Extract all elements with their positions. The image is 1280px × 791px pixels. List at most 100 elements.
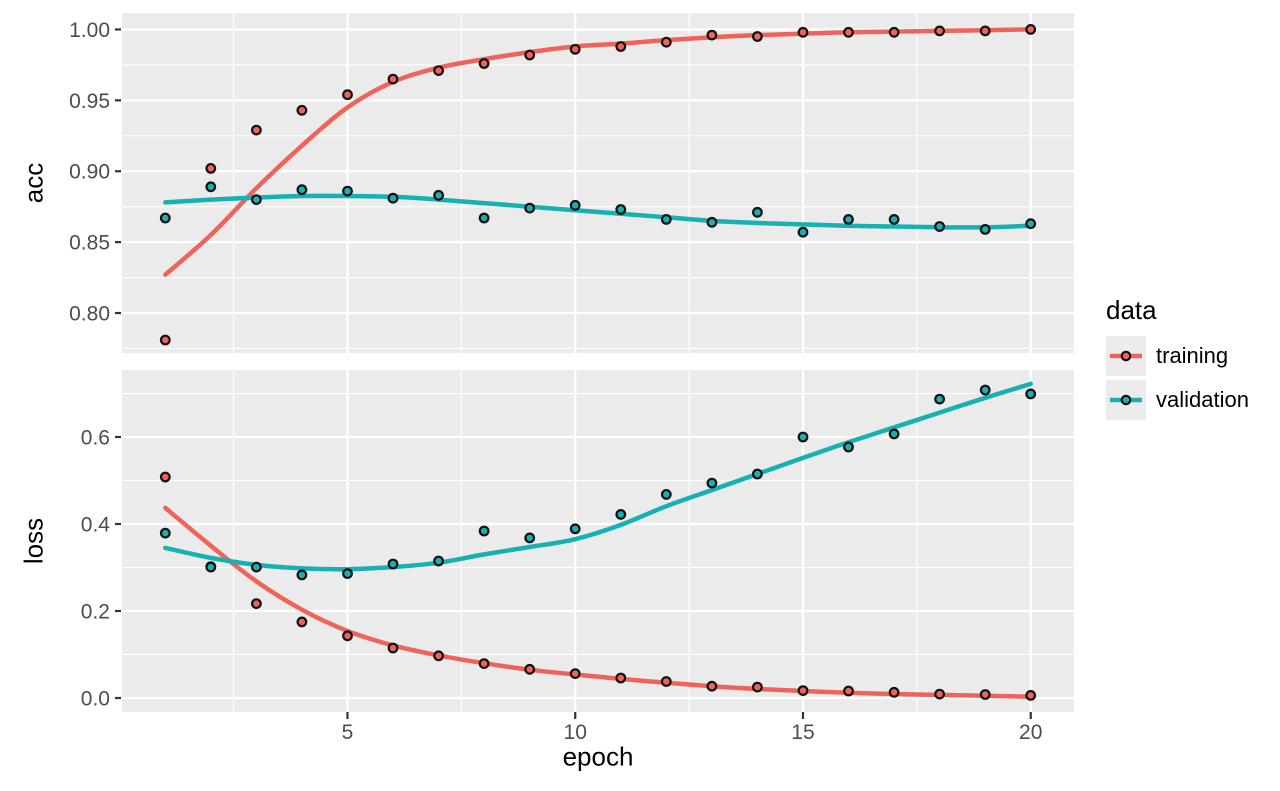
smooth-line-validation (163, 193, 1033, 230)
point-validation (250, 561, 262, 573)
point-validation (752, 468, 763, 480)
point-training (296, 616, 308, 628)
legend-label-training: training (1156, 343, 1229, 368)
point-validation (342, 185, 353, 197)
point-validation (478, 525, 490, 537)
legend-title: data (1106, 295, 1157, 325)
point-training (569, 668, 581, 679)
point-validation (797, 226, 809, 238)
point-training (660, 36, 672, 48)
point-training (569, 43, 581, 55)
point-validation (1025, 218, 1037, 230)
x-tick-label: 15 (791, 721, 814, 744)
point-validation (615, 204, 627, 215)
point-training (797, 685, 809, 696)
point-validation (205, 561, 217, 573)
point-validation (296, 184, 308, 196)
point-validation (342, 568, 353, 579)
point-training (296, 104, 308, 116)
x-axis-title: epoch (562, 741, 634, 772)
point-training (752, 681, 763, 693)
point-training (660, 676, 672, 687)
point-validation (387, 192, 399, 204)
point-training (934, 25, 945, 37)
point-training (433, 650, 445, 662)
point-validation (205, 181, 217, 193)
point-training (342, 89, 353, 101)
point-validation (934, 393, 945, 405)
point-validation (433, 189, 445, 201)
point-validation (524, 532, 536, 544)
point-validation (387, 558, 399, 570)
point-validation (615, 509, 627, 520)
point-validation (797, 431, 809, 443)
point-validation (934, 221, 945, 232)
legend-item-validation: validation (1106, 380, 1249, 420)
point-validation (159, 527, 171, 539)
legend-key-training-icon (1106, 336, 1146, 376)
point-validation (296, 569, 308, 581)
point-training (797, 26, 809, 38)
x-tick-label: 5 (342, 721, 354, 744)
point-training (159, 334, 171, 346)
y-tick-label: 0.0 (81, 687, 110, 710)
legend-label-validation: validation (1156, 387, 1249, 412)
point-validation (706, 216, 718, 228)
point-training (979, 689, 991, 700)
point-validation (478, 212, 490, 224)
point-training (342, 630, 353, 642)
point-training (478, 58, 490, 69)
point-training (433, 65, 445, 76)
point-validation (888, 428, 900, 440)
point-training (159, 471, 171, 483)
point-validation (888, 213, 900, 225)
point-validation (706, 477, 718, 489)
y-tick-label: 0.4 (81, 513, 111, 536)
y-tick-label: 0.95 (69, 90, 110, 113)
point-training (387, 73, 399, 85)
point-training (524, 663, 536, 675)
point-validation (433, 555, 445, 567)
point-validation (660, 213, 672, 225)
point-training (615, 672, 627, 684)
point-training (843, 26, 854, 38)
legend-item-training: training (1106, 336, 1249, 376)
panel-background (122, 13, 1074, 353)
y-tick-label: 0.90 (69, 161, 110, 184)
point-training (615, 41, 627, 52)
y-tick-label: 0.2 (81, 600, 110, 623)
x-tick-label: 10 (564, 721, 587, 744)
y-tick-label: 1.00 (69, 19, 110, 42)
point-training (1025, 23, 1037, 35)
point-validation (159, 212, 171, 224)
point-training (387, 642, 399, 654)
panel-loss: 0.6 0.4 0.2 0.0 (81, 370, 1074, 712)
point-validation (1025, 388, 1037, 400)
point-validation (843, 441, 854, 453)
point-validation (569, 523, 581, 535)
point-training (752, 31, 763, 42)
y-tick-label: 0.6 (81, 426, 110, 449)
point-training (888, 686, 900, 698)
point-validation (752, 206, 763, 218)
panel-acc: 1.00 0.95 0.90 0.85 0.80 (69, 13, 1074, 353)
point-training (934, 688, 945, 700)
point-training (250, 598, 262, 609)
smooth-line-validation (163, 381, 1033, 572)
y-axis-title-acc: acc (18, 162, 49, 204)
point-training (706, 29, 718, 41)
x-tick-label: 20 (1019, 721, 1042, 744)
point-validation (569, 199, 581, 211)
point-training (843, 685, 854, 697)
point-validation (843, 213, 854, 225)
point-training (888, 26, 900, 38)
y-axis-title-loss: loss (18, 517, 49, 565)
y-tick-label: 0.80 (69, 303, 110, 326)
point-validation (524, 202, 536, 214)
point-training (979, 25, 991, 37)
point-training (524, 49, 536, 61)
point-training (1025, 690, 1037, 701)
panel-background (122, 370, 1074, 712)
point-training (250, 124, 262, 136)
